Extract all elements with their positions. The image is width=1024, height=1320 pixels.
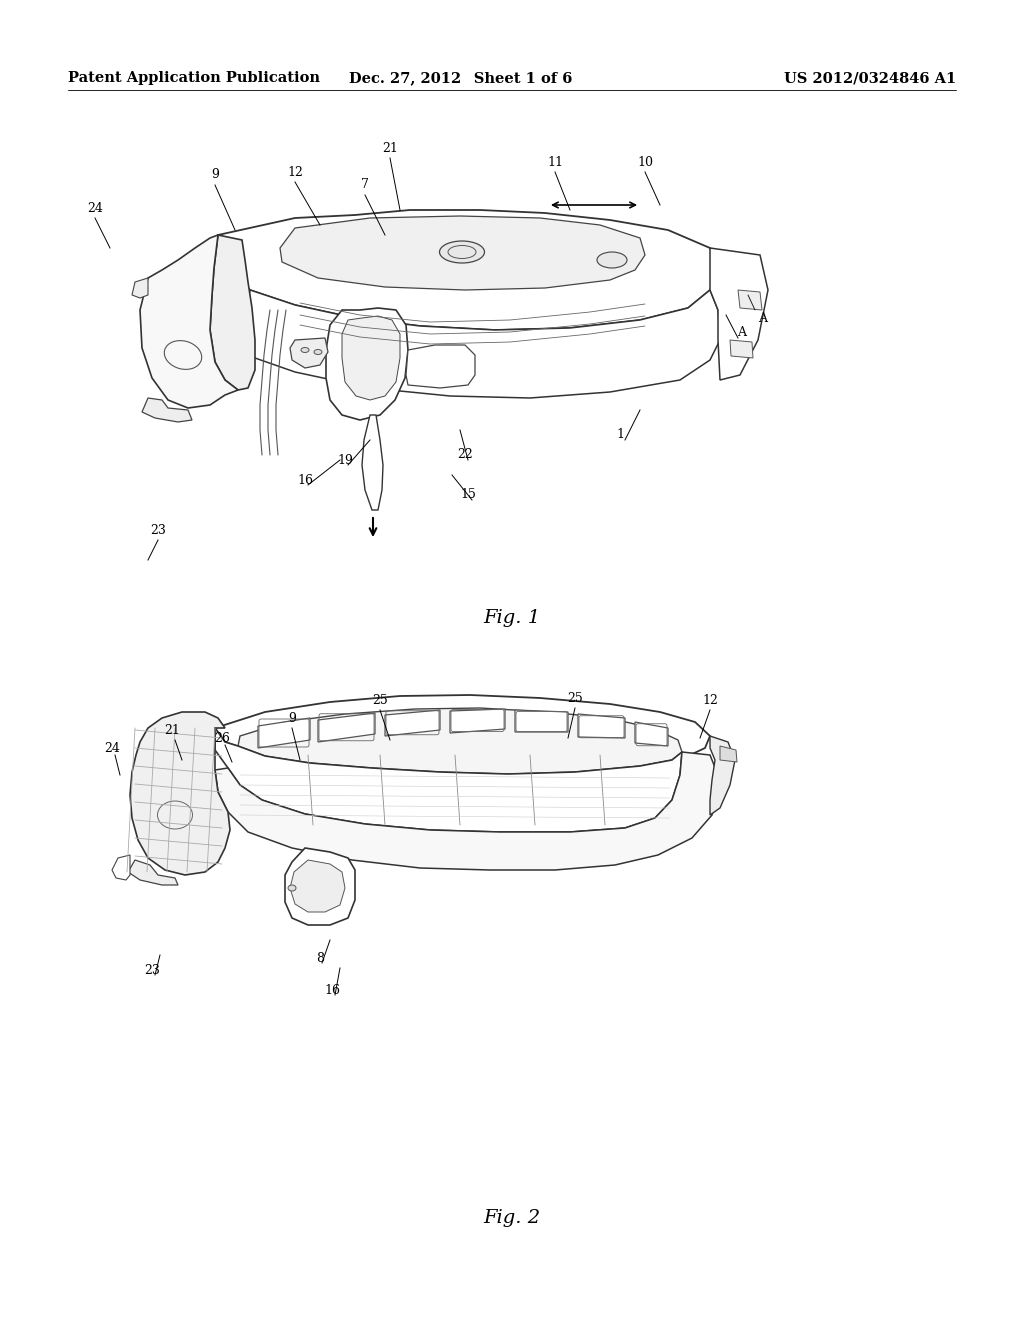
Polygon shape (738, 290, 762, 310)
Text: 9: 9 (211, 169, 219, 181)
Text: 16: 16 (324, 983, 340, 997)
Polygon shape (142, 399, 193, 422)
Ellipse shape (314, 350, 322, 355)
Polygon shape (515, 710, 568, 733)
Text: 21: 21 (382, 141, 398, 154)
Text: 9: 9 (288, 711, 296, 725)
Text: 15: 15 (460, 488, 476, 502)
Ellipse shape (597, 252, 627, 268)
Text: Patent Application Publication: Patent Application Publication (68, 71, 319, 84)
Polygon shape (112, 855, 130, 880)
Text: 11: 11 (547, 156, 563, 169)
Text: 23: 23 (151, 524, 166, 536)
Polygon shape (218, 210, 718, 330)
Polygon shape (720, 746, 737, 762)
Polygon shape (362, 414, 383, 510)
Polygon shape (730, 341, 753, 358)
Text: 19: 19 (337, 454, 353, 466)
Polygon shape (710, 737, 735, 814)
Text: Fig. 2: Fig. 2 (483, 1209, 541, 1228)
Polygon shape (318, 713, 375, 742)
Polygon shape (215, 696, 710, 770)
Polygon shape (450, 709, 505, 733)
Text: Dec. 27, 2012  Sheet 1 of 6: Dec. 27, 2012 Sheet 1 of 6 (349, 71, 572, 84)
Polygon shape (290, 861, 345, 912)
Ellipse shape (439, 242, 484, 263)
Polygon shape (130, 711, 230, 875)
Polygon shape (215, 752, 720, 870)
Polygon shape (635, 722, 668, 746)
Text: 8: 8 (316, 952, 324, 965)
Text: 24: 24 (104, 742, 120, 755)
Polygon shape (132, 279, 148, 298)
Polygon shape (285, 847, 355, 925)
Text: 26: 26 (214, 731, 230, 744)
Polygon shape (342, 315, 400, 400)
Text: 24: 24 (87, 202, 103, 214)
Polygon shape (578, 714, 625, 738)
Text: 16: 16 (297, 474, 313, 487)
Text: 25: 25 (372, 693, 388, 706)
Text: 10: 10 (637, 156, 653, 169)
Polygon shape (128, 861, 178, 884)
Polygon shape (280, 216, 645, 290)
Polygon shape (406, 345, 475, 388)
Text: 22: 22 (457, 449, 473, 462)
Text: 1: 1 (616, 429, 624, 441)
Polygon shape (215, 729, 682, 832)
Text: 7: 7 (361, 178, 369, 191)
Text: A: A (758, 312, 767, 325)
Polygon shape (210, 235, 250, 380)
Polygon shape (258, 718, 310, 748)
Ellipse shape (288, 884, 296, 891)
Polygon shape (710, 248, 768, 380)
Ellipse shape (301, 347, 309, 352)
Text: 21: 21 (164, 723, 180, 737)
Polygon shape (326, 308, 408, 420)
Text: US 2012/0324846 A1: US 2012/0324846 A1 (783, 71, 956, 84)
Text: 23: 23 (144, 964, 160, 977)
Polygon shape (385, 710, 440, 737)
Polygon shape (225, 290, 720, 399)
Text: 12: 12 (287, 165, 303, 178)
Polygon shape (210, 235, 255, 389)
Text: 12: 12 (702, 693, 718, 706)
Polygon shape (238, 708, 682, 774)
Polygon shape (290, 338, 328, 368)
Text: Fig. 1: Fig. 1 (483, 609, 541, 627)
Text: 25: 25 (567, 692, 583, 705)
Text: A: A (737, 326, 746, 338)
Polygon shape (140, 235, 238, 408)
